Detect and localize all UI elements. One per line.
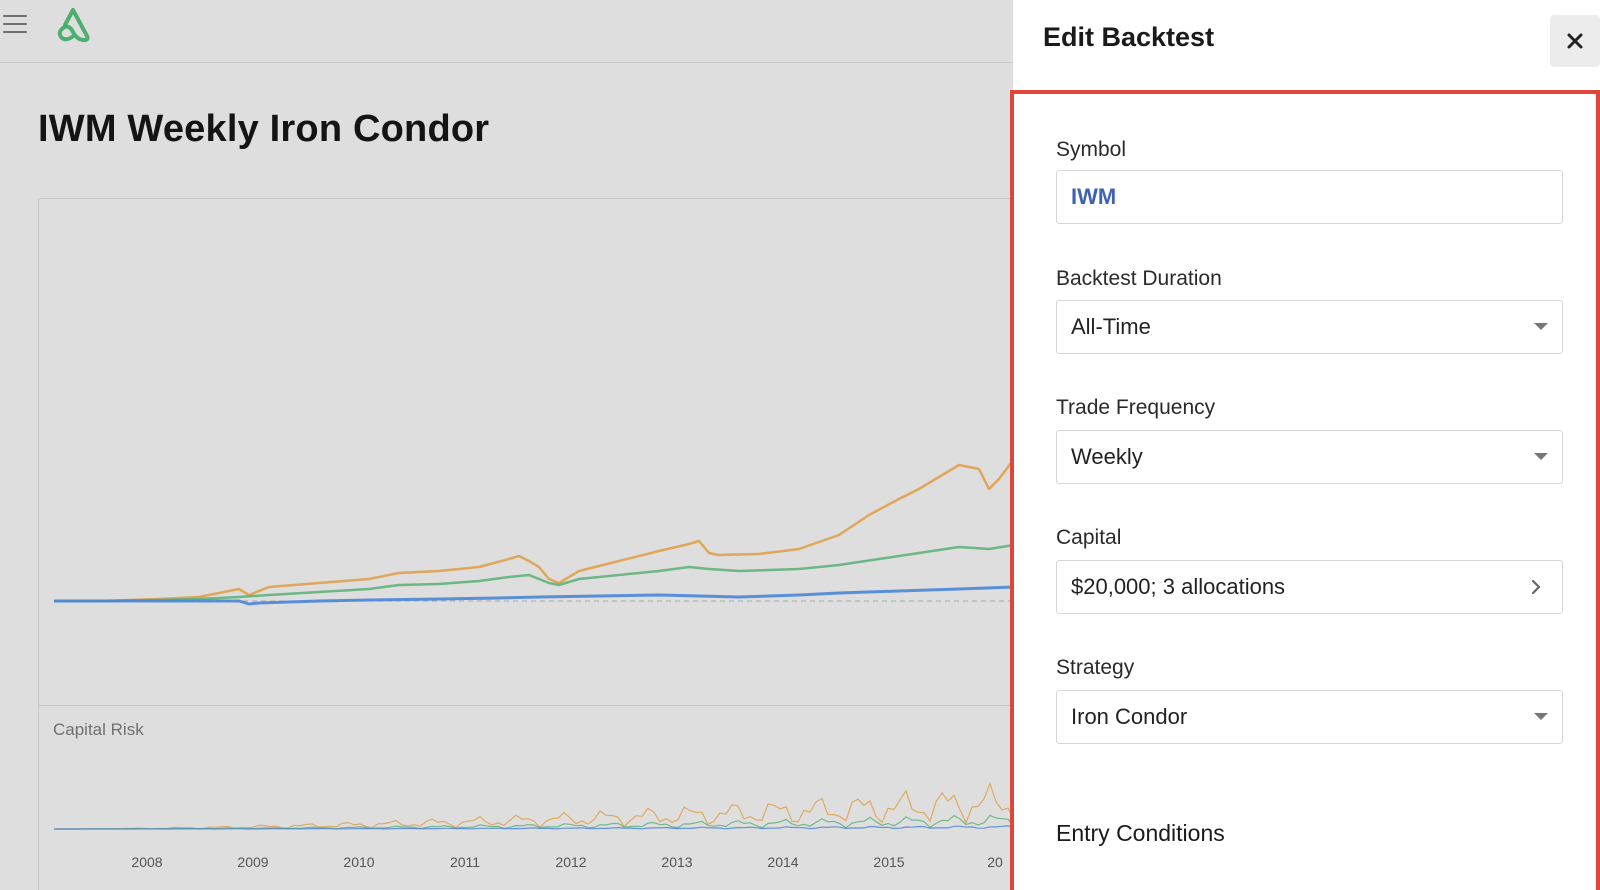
- x-tick-label: 2015: [873, 854, 904, 870]
- hamburger-icon[interactable]: [3, 15, 27, 35]
- x-tick-label: 2013: [661, 854, 692, 870]
- duration-label: Backtest Duration: [1056, 267, 1222, 290]
- x-tick-label: 2009: [237, 854, 268, 870]
- strategy-select[interactable]: Iron Condor: [1056, 690, 1563, 744]
- backtest-chart-card: 2008 2009 2010 2011 2012 2013 2014 2015 20 Capit…: [38, 198, 1038, 890]
- x-tick-label: 2014: [767, 854, 798, 870]
- capital-label: Capital: [1056, 526, 1122, 549]
- capital-selector[interactable]: $20,000; 3 allocations: [1056, 560, 1563, 614]
- symbol-input[interactable]: IWM: [1056, 170, 1563, 224]
- brand-logo-icon[interactable]: [53, 6, 93, 44]
- frequency-label: Trade Frequency: [1056, 396, 1216, 419]
- risk-series-line: [54, 781, 1037, 830]
- panel-title: Edit Backtest: [1043, 22, 1215, 52]
- pnl-chart: 2008 2009 2010 2011 2012 2013 2014 2015 20: [54, 442, 1037, 870]
- capital-value: $20,000; 3 allocations: [1071, 574, 1286, 599]
- close-icon: [1567, 33, 1583, 49]
- top-bar: [0, 0, 1600, 63]
- duration-value: All-Time: [1071, 314, 1151, 339]
- symbol-label: Symbol: [1056, 138, 1127, 161]
- close-button[interactable]: [1550, 15, 1600, 67]
- main-series-line: [54, 584, 1037, 606]
- edit-backtest-panel: Edit Backtest Symbol IWM Backtest Durati…: [1010, 0, 1600, 890]
- page-title: IWM Weekly Iron Condor: [38, 108, 490, 150]
- highlighted-form-region: Symbol IWM Backtest Duration All-Time Tr…: [1010, 90, 1600, 890]
- frequency-select[interactable]: Weekly: [1056, 430, 1563, 484]
- x-tick-label: 20: [987, 854, 1003, 870]
- caret-down-icon: [1534, 453, 1548, 460]
- caret-down-icon: [1534, 713, 1548, 720]
- chart-divider: [39, 705, 1037, 706]
- main-series-line: [54, 442, 1037, 603]
- x-tick-label: 2010: [343, 854, 374, 870]
- strategy-label: Strategy: [1056, 656, 1135, 679]
- x-tick-label: 2012: [555, 854, 586, 870]
- frequency-value: Weekly: [1071, 444, 1143, 469]
- x-tick-label: 2011: [450, 854, 480, 870]
- capital-risk-title: Capital Risk: [53, 720, 144, 739]
- risk-series-line: [54, 825, 1037, 830]
- entry-conditions-heading: Entry Conditions: [1056, 820, 1225, 846]
- x-tick-label: 2008: [131, 854, 162, 870]
- caret-down-icon: [1534, 323, 1548, 330]
- chevron-right-icon: [1531, 579, 1541, 595]
- strategy-value: Iron Condor: [1071, 704, 1188, 729]
- main-series-line: [54, 538, 1037, 603]
- symbol-value: IWM: [1071, 184, 1117, 209]
- duration-select[interactable]: All-Time: [1056, 300, 1563, 354]
